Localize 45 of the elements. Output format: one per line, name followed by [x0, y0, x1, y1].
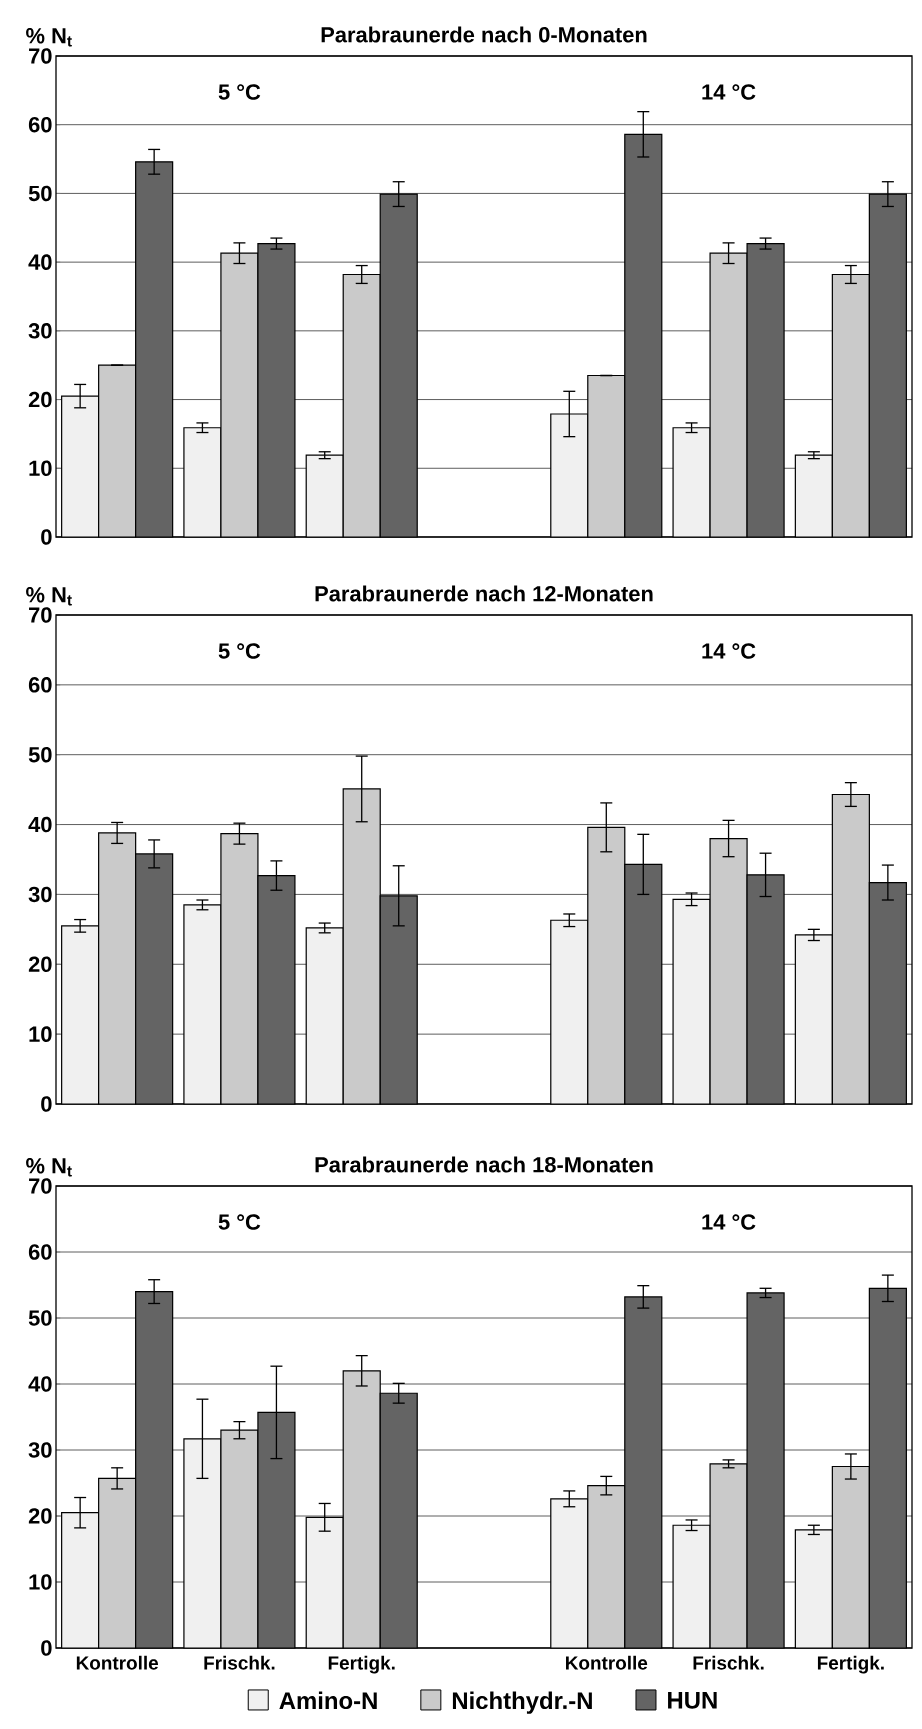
annotation: 5 °C: [218, 643, 261, 659]
legend-label: Nichthydr.-N: [452, 1691, 592, 1714]
y-tick-label: 0: [41, 529, 52, 545]
y-axis-title: % N$_{t}$: [26, 586, 72, 606]
y-tick-label: 20: [28, 1508, 52, 1524]
annotation: 14 °C: [702, 1214, 756, 1230]
y-tick-label: 0: [41, 1096, 52, 1112]
x-tick-label: Kontrolle: [566, 1655, 648, 1670]
y-tick-label: 40: [28, 816, 52, 833]
y-tick-label: 10: [29, 460, 52, 477]
x-tick-label: Frischk.: [693, 1655, 764, 1670]
y-tick-label: 50: [28, 746, 52, 763]
y-tick-label: 50: [28, 1310, 52, 1326]
y-tick-label: 60: [28, 116, 52, 133]
y-tick-label: 20: [28, 391, 52, 408]
y-tick-label: 30: [28, 1442, 52, 1458]
legend-label: HUN: [668, 1691, 717, 1709]
y-tick-label: 40: [28, 254, 52, 270]
x-tick-label: Fertigk.: [817, 1655, 884, 1674]
chart-title: Parabraunerde nach 0-Monaten: [321, 26, 647, 43]
chart-title: Parabraunerde nach 12-Monaten: [315, 585, 653, 602]
x-tick-label: Frischk.: [204, 1655, 275, 1670]
y-tick-label: 0: [41, 1640, 52, 1656]
annotation: 5 °C: [218, 1214, 261, 1230]
y-tick-label: 60: [28, 677, 52, 693]
annotation: 14 °C: [702, 84, 756, 100]
annotation: 5 °C: [218, 84, 261, 100]
y-tick-label: 10: [29, 1026, 52, 1042]
annotation: 14 °C: [702, 643, 756, 659]
y-axis-title: % N$_{t}$: [26, 1158, 72, 1177]
y-tick-label: 70: [29, 1178, 52, 1194]
chart-title: Parabraunerde nach 18-Monaten: [315, 1156, 653, 1173]
y-tick-label: 10: [29, 1574, 52, 1590]
x-tick-label: Kontrolle: [76, 1655, 159, 1670]
x-tick-label: Fertigk.: [328, 1655, 395, 1674]
y-tick-label: 60: [28, 1244, 52, 1260]
y-tick-label: 40: [28, 1376, 52, 1392]
y-tick-label: 20: [28, 956, 52, 973]
y-tick-label: 30: [28, 886, 52, 903]
y-tick-label: 70: [29, 607, 52, 623]
legend-label: Amino-N: [279, 1691, 377, 1710]
y-tick-label: 70: [29, 48, 52, 64]
y-axis-title: % N$_{t}$: [26, 27, 72, 47]
y-tick-label: 50: [28, 185, 52, 202]
y-tick-label: 30: [28, 323, 52, 339]
